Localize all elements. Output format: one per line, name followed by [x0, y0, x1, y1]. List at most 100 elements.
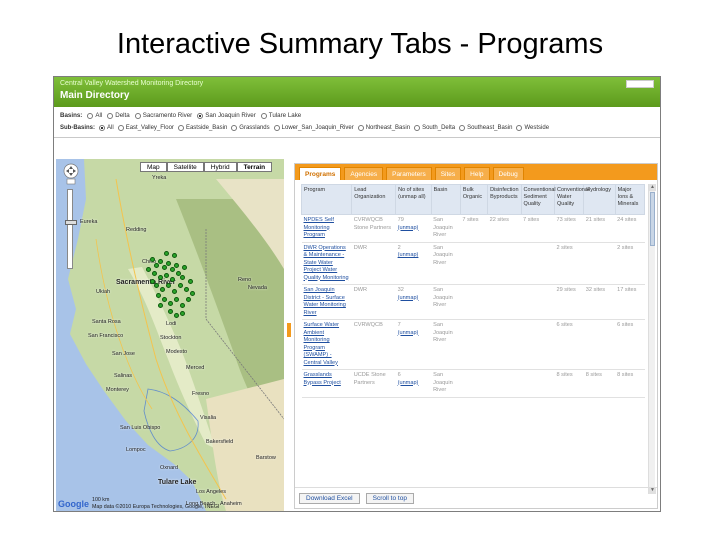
- basin-option-sacramento[interactable]: Sacramento River: [134, 112, 192, 119]
- site-marker-icon[interactable]: [170, 267, 175, 272]
- tab-sites[interactable]: Sites: [434, 167, 462, 180]
- radio-icon[interactable]: [87, 112, 94, 119]
- map-type-hybrid-button[interactable]: Hybrid: [203, 162, 237, 172]
- site-marker-icon[interactable]: [184, 287, 189, 292]
- tab-debug[interactable]: Debug: [492, 167, 524, 180]
- site-marker-icon[interactable]: [158, 275, 163, 280]
- basin-option-delta[interactable]: Delta: [107, 112, 130, 119]
- subbasin-option-eastside-basin[interactable]: Eastside_Basin: [177, 124, 227, 131]
- site-marker-icon[interactable]: [150, 257, 155, 262]
- col-header-no-of-sites[interactable]: No of sites (unmap all): [395, 184, 432, 215]
- col-header-basin[interactable]: Basin: [430, 184, 461, 215]
- site-marker-icon[interactable]: [174, 313, 179, 318]
- site-marker-icon[interactable]: [186, 297, 191, 302]
- radio-icon[interactable]: [459, 124, 466, 131]
- splitter-handle[interactable]: [287, 323, 291, 337]
- basin-option-all[interactable]: All: [87, 112, 102, 119]
- radio-icon[interactable]: [516, 124, 523, 131]
- site-marker-icon[interactable]: [164, 273, 169, 278]
- map-type-map-button[interactable]: Map: [140, 162, 167, 172]
- site-marker-icon[interactable]: [158, 303, 163, 308]
- tab-agencies[interactable]: Agencies: [344, 167, 384, 180]
- zoom-slider-handle[interactable]: [65, 220, 77, 225]
- site-marker-icon[interactable]: [164, 251, 169, 256]
- site-marker-icon[interactable]: [190, 291, 195, 296]
- col-header-sediment[interactable]: Conventional Sediment Quality: [520, 184, 556, 215]
- map-type-satellite-button[interactable]: Satellite: [166, 162, 204, 172]
- radio-icon[interactable]: [231, 124, 238, 131]
- col-header-program[interactable]: Program: [301, 184, 353, 215]
- subbasin-option-lower-sj-river[interactable]: Lower_San_Joaquin_River: [273, 124, 354, 131]
- radio-selected-icon[interactable]: [99, 124, 106, 131]
- radio-icon[interactable]: [414, 124, 421, 131]
- header-search-box[interactable]: [626, 80, 654, 88]
- subbasin-option-westside[interactable]: Westside: [516, 124, 549, 131]
- scrollbar-thumb[interactable]: [650, 192, 655, 246]
- site-marker-icon[interactable]: [172, 289, 177, 294]
- radio-icon[interactable]: [273, 124, 280, 131]
- site-marker-icon[interactable]: [182, 265, 187, 270]
- site-marker-icon[interactable]: [160, 287, 165, 292]
- site-marker-icon[interactable]: [154, 263, 159, 268]
- unmap-link[interactable]: (unmap): [397, 329, 419, 336]
- radio-icon[interactable]: [260, 112, 267, 119]
- program-link[interactable]: NPDES Self Monitoring Program: [301, 214, 352, 243]
- site-marker-icon[interactable]: [168, 309, 173, 314]
- col-header-hydrology[interactable]: Hydrology: [583, 184, 616, 215]
- site-marker-icon[interactable]: [154, 283, 159, 288]
- unmap-link[interactable]: (unmap): [397, 379, 419, 386]
- zoom-slider[interactable]: [65, 189, 77, 269]
- site-marker-icon[interactable]: [168, 301, 173, 306]
- scroll-down-icon[interactable]: ▼: [649, 487, 656, 494]
- subbasin-option-grasslands[interactable]: Grasslands: [231, 124, 270, 131]
- col-header-disinfection[interactable]: Disinfection Byproducts: [487, 184, 522, 215]
- site-marker-icon[interactable]: [172, 253, 177, 258]
- program-link[interactable]: Grasslands Bypass Project: [301, 369, 352, 398]
- site-marker-icon[interactable]: [146, 267, 151, 272]
- col-header-lead-org[interactable]: Lead Organization: [351, 184, 397, 215]
- program-link[interactable]: DWR Operations & Maintenance - State Wat…: [301, 242, 352, 285]
- scroll-up-icon[interactable]: ▲: [649, 184, 656, 191]
- unmap-link[interactable]: (unmap): [397, 294, 419, 301]
- subbasin-option-southeast-basin[interactable]: Southeast_Basin: [459, 124, 512, 131]
- site-marker-icon[interactable]: [166, 283, 171, 288]
- radio-icon[interactable]: [177, 124, 184, 131]
- subbasin-option-east-valley-floor[interactable]: East_Valley_Floor: [117, 124, 174, 131]
- site-marker-icon[interactable]: [158, 259, 163, 264]
- radio-icon[interactable]: [117, 124, 124, 131]
- tab-programs[interactable]: Programs: [299, 167, 342, 180]
- site-marker-icon[interactable]: [170, 277, 175, 282]
- unmap-link[interactable]: (unmap): [397, 252, 419, 258]
- site-marker-icon[interactable]: [180, 275, 185, 280]
- site-marker-icon[interactable]: [166, 261, 171, 266]
- table-scrollbar[interactable]: ▲ ▼: [648, 184, 656, 494]
- col-header-ions[interactable]: Major Ions & Minerals: [614, 184, 645, 215]
- subbasin-option-south-delta[interactable]: South_Delta: [414, 124, 455, 131]
- site-marker-icon[interactable]: [174, 263, 179, 268]
- site-marker-icon[interactable]: [156, 293, 161, 298]
- site-marker-icon[interactable]: [180, 311, 185, 316]
- radio-icon[interactable]: [107, 112, 114, 119]
- map-view[interactable]: Map Satellite Hybrid Terrain Yreka Eurek…: [56, 159, 284, 511]
- pan-arrows-icon[interactable]: [62, 163, 80, 185]
- radio-icon[interactable]: [357, 124, 364, 131]
- basin-option-san-joaquin[interactable]: San Joaquin River: [197, 112, 256, 119]
- download-excel-button[interactable]: Download Excel: [299, 493, 360, 504]
- site-marker-icon[interactable]: [178, 283, 183, 288]
- site-marker-icon[interactable]: [162, 297, 167, 302]
- site-marker-icon[interactable]: [180, 303, 185, 308]
- site-marker-icon[interactable]: [150, 279, 155, 284]
- pan-control[interactable]: [62, 163, 80, 185]
- radio-icon[interactable]: [134, 112, 141, 119]
- site-marker-icon[interactable]: [152, 271, 157, 276]
- tab-parameters[interactable]: Parameters: [386, 167, 432, 180]
- tab-help[interactable]: Help: [464, 167, 490, 180]
- site-marker-icon[interactable]: [174, 297, 179, 302]
- subbasin-option-all[interactable]: All: [99, 124, 114, 131]
- subbasin-option-northeast-basin[interactable]: Northeast_Basin: [357, 124, 410, 131]
- scroll-to-top-button[interactable]: Scroll to top: [365, 493, 414, 504]
- site-marker-icon[interactable]: [176, 271, 181, 276]
- program-link[interactable]: Surface Water Ambient Monitoring Program…: [301, 319, 352, 370]
- basin-option-tulare[interactable]: Tulare Lake: [260, 112, 301, 119]
- program-link[interactable]: San Joaquin District - Surface Water Mon…: [301, 284, 352, 320]
